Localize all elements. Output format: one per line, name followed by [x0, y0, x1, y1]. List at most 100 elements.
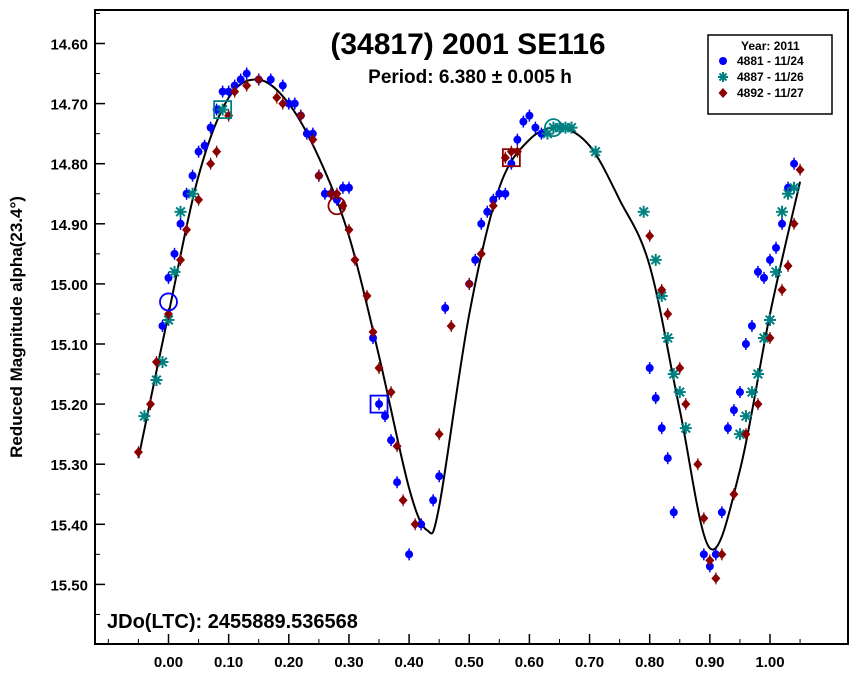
- diamond-data-point: [488, 199, 498, 212]
- circle-data-point: [206, 121, 215, 134]
- asterisk-data-point: [667, 368, 680, 381]
- diamond-data-point: [194, 193, 204, 206]
- highlighted-point-square: [501, 148, 521, 168]
- diamond-data-point: [476, 247, 486, 260]
- circle-data-point: [290, 97, 299, 110]
- circle-data-point: [657, 422, 666, 435]
- circle-data-point: [531, 121, 540, 134]
- circle-data-point: [537, 127, 546, 140]
- diamond-data-point: [705, 554, 715, 567]
- circle-data-point: [375, 398, 384, 411]
- legend-diamond-marker: [718, 88, 728, 98]
- circle-data-point: [513, 133, 522, 146]
- asterisk-data-point: [739, 410, 752, 423]
- series-diamond: [133, 73, 805, 585]
- diamond-data-point: [795, 163, 805, 176]
- asterisk-data-point: [764, 313, 776, 326]
- circle-data-point: [393, 476, 402, 489]
- legend-label: 4892 - 11/27: [737, 86, 804, 100]
- legend-title: Year: 2011: [741, 39, 800, 53]
- asterisk-data-point: [138, 410, 151, 423]
- diamond-data-point: [693, 458, 703, 471]
- circle-data-point: [284, 97, 293, 110]
- diamond-data-point: [392, 440, 402, 453]
- x-tick-label: 0.60: [515, 654, 544, 671]
- legend-circle-marker: [719, 57, 727, 65]
- asterisk-data-point: [679, 422, 692, 435]
- x-tick-label: 0.80: [635, 654, 664, 671]
- circle-data-point: [483, 205, 492, 218]
- chart-footer: JDo(LTC): 2455889.536568: [107, 611, 358, 633]
- asterisk-data-point: [649, 253, 662, 266]
- circle-data-point: [669, 506, 678, 519]
- asterisk-data-point: [174, 205, 187, 218]
- asterisk-data-point: [589, 145, 602, 158]
- diamond-data-point: [675, 362, 685, 375]
- x-tick-label: 0.40: [394, 654, 423, 671]
- asterisk-data-point: [745, 386, 758, 399]
- asterisk-data-point: [168, 265, 181, 278]
- circle-data-point: [176, 217, 185, 230]
- circle-data-point: [772, 241, 781, 254]
- highlighted-point-circle: [544, 118, 563, 138]
- asterisk-data-point: [637, 205, 650, 218]
- diamond-data-point: [278, 97, 288, 110]
- diamond-data-point: [645, 229, 655, 242]
- y-tick-label: 15.40: [50, 517, 88, 534]
- diamond-data-point: [212, 145, 222, 158]
- circle-data-point: [435, 470, 444, 483]
- y-tick-label: 15.50: [50, 577, 88, 594]
- asterisk-data-point: [770, 265, 783, 278]
- x-tick-label: 0.70: [575, 654, 604, 671]
- diamond-data-point: [699, 512, 709, 525]
- circle-data-point: [471, 253, 480, 266]
- circle-data-point: [766, 253, 774, 266]
- circle-data-point: [218, 85, 227, 98]
- circle-data-point: [790, 157, 799, 170]
- diamond-data-point: [446, 319, 456, 332]
- x-tick-label: 1.00: [755, 654, 784, 671]
- highlighted-point-circle: [159, 292, 178, 312]
- circle-data-point: [417, 518, 426, 531]
- asterisk-data-point: [150, 374, 163, 387]
- legend-entry: 4881 - 11/24: [719, 54, 804, 68]
- diamond-data-point: [374, 362, 384, 375]
- circle-data-point: [338, 181, 347, 194]
- plot-frame: [94, 9, 849, 645]
- circle-data-point: [405, 548, 414, 561]
- circle-data-point: [495, 187, 504, 200]
- circle-data-point: [525, 109, 534, 122]
- circle-data-point: [344, 181, 353, 194]
- diamond-data-point: [368, 325, 378, 338]
- diamond-data-point: [362, 289, 372, 302]
- diamond-data-point: [230, 85, 240, 98]
- legend-entry: 4892 - 11/27: [718, 86, 804, 100]
- circle-data-point: [711, 548, 720, 561]
- circle-data-point: [266, 73, 275, 86]
- highlighted-point-square: [369, 394, 389, 414]
- diamond-data-point: [783, 259, 793, 272]
- circle-data-point: [236, 73, 245, 86]
- legend-label: 4881 - 11/24: [737, 54, 804, 68]
- diamond-data-point: [464, 277, 474, 290]
- diamond-data-point: [434, 428, 444, 441]
- chart-subtitle: Period: 6.380 ± 0.005 h: [368, 67, 572, 88]
- circle-data-point: [224, 85, 233, 98]
- circle-data-point: [645, 362, 654, 375]
- x-tick-label: 0.50: [455, 654, 484, 671]
- y-tick-label: 14.60: [50, 37, 88, 54]
- asterisk-data-point: [565, 121, 578, 134]
- circle-data-point: [747, 319, 756, 332]
- circle-data-point: [735, 386, 744, 399]
- x-tick-label: 0.10: [214, 654, 243, 671]
- y-tick-label: 14.90: [50, 217, 88, 234]
- diamond-data-point: [145, 398, 155, 411]
- circle-data-point: [188, 169, 197, 182]
- diamond-data-point: [711, 572, 721, 585]
- diamond-data-point: [729, 488, 739, 501]
- legend-asterisk-marker: [718, 72, 728, 82]
- diamond-data-point: [151, 356, 161, 369]
- diamond-data-point: [254, 73, 264, 86]
- circle-data-point: [170, 247, 179, 260]
